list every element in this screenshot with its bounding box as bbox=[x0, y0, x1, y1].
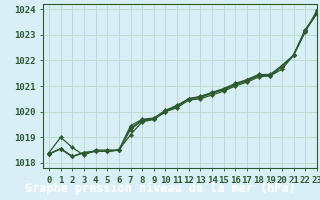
Text: Graphe pression niveau de la mer (hPa): Graphe pression niveau de la mer (hPa) bbox=[25, 182, 295, 195]
